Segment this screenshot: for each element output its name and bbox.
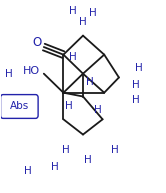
Text: H: H — [89, 8, 97, 18]
Text: H: H — [135, 63, 143, 73]
Text: H: H — [65, 101, 73, 111]
Text: H: H — [132, 95, 140, 105]
Text: Abs: Abs — [10, 102, 29, 112]
Text: HO: HO — [23, 66, 40, 76]
Text: H: H — [62, 145, 70, 155]
Text: H: H — [94, 105, 102, 115]
Text: H: H — [132, 80, 140, 90]
Text: H: H — [24, 166, 31, 176]
Text: H: H — [69, 6, 77, 16]
Text: H: H — [79, 17, 87, 27]
Text: H: H — [69, 52, 77, 62]
Text: H: H — [51, 162, 59, 172]
Text: H: H — [86, 77, 94, 87]
Text: H: H — [5, 69, 13, 79]
Text: H: H — [111, 145, 119, 155]
Text: H: H — [84, 155, 92, 164]
Text: O: O — [33, 36, 42, 49]
